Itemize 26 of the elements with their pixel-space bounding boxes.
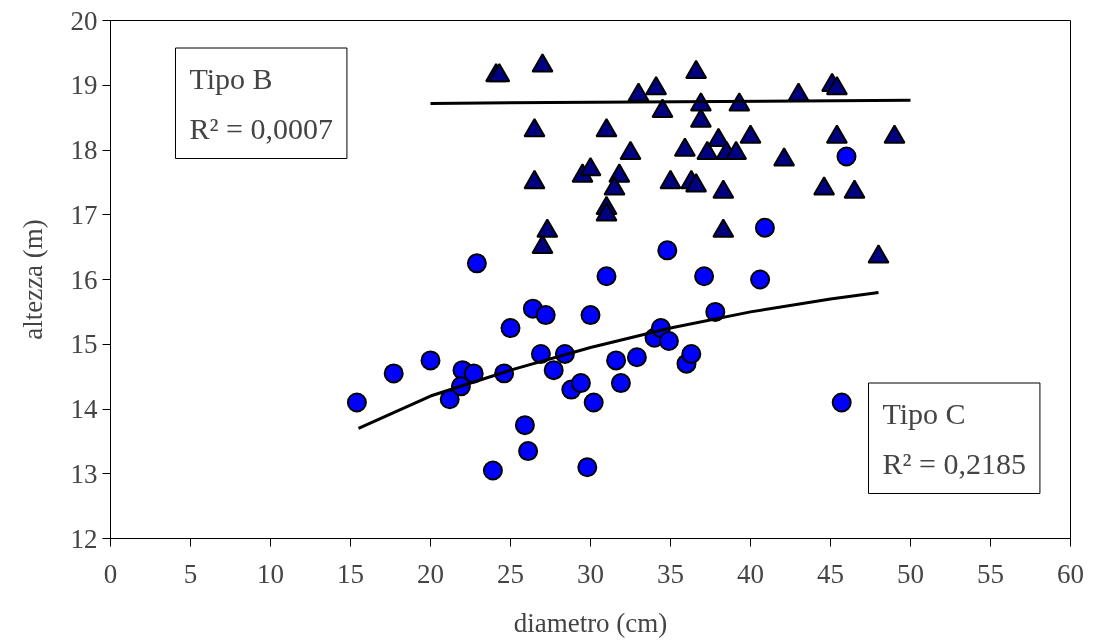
- y-tick-label: 16: [70, 264, 98, 295]
- y-tick-label: 14: [70, 394, 98, 424]
- x-axis-title: diametro (cm): [513, 607, 668, 638]
- x-tick-label: 60: [1057, 558, 1084, 589]
- y-tick-label: 17: [70, 199, 98, 230]
- x-tick-label: 20: [417, 558, 444, 589]
- x-tick-label: 15: [337, 558, 364, 589]
- y-tick-label: 19: [70, 70, 98, 101]
- y-tick-label: 18: [70, 135, 98, 165]
- y-tick-label: 13: [70, 458, 98, 489]
- y-axis-title: altezza (m): [17, 219, 48, 340]
- x-tick-label: 45: [817, 558, 844, 589]
- x-tick-label: 5: [183, 558, 198, 589]
- x-tick-label: 0: [103, 558, 118, 589]
- x-tick-label: 25: [497, 558, 524, 589]
- x-tick-label: 40: [737, 558, 764, 589]
- y-tick-label: 12: [70, 523, 98, 554]
- x-tick-label: 55: [977, 558, 1004, 589]
- annotation: Tipo C R² = 0,2185: [882, 397, 1026, 480]
- x-tick-label: 50: [897, 558, 924, 589]
- x-tick-label: 35: [657, 558, 684, 589]
- y-tick-label: 15: [70, 329, 98, 360]
- x-tick-label: 10: [257, 558, 284, 589]
- y-tick-label: 20: [70, 5, 98, 36]
- x-tick-label: 30: [577, 558, 604, 589]
- annotation: Tipo B R² = 0,0007: [189, 62, 333, 145]
